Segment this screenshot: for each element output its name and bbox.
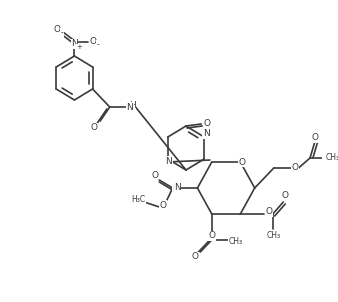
Text: O: O [54,25,61,34]
Text: -: - [61,28,64,37]
Text: H: H [129,101,136,110]
Text: N: N [174,184,181,192]
Text: O: O [291,163,298,172]
Text: O: O [160,201,167,210]
Text: H₃C: H₃C [131,194,145,204]
Text: +: + [76,44,82,50]
Text: O: O [311,133,318,143]
Text: O: O [91,124,98,133]
Text: N: N [165,156,172,165]
Text: CH₃: CH₃ [326,153,338,162]
Text: O: O [239,158,246,166]
Text: N: N [71,40,78,49]
Text: O: O [203,120,211,128]
Text: O: O [208,231,215,240]
Text: CH₃: CH₃ [267,231,281,240]
Text: CH₃: CH₃ [228,237,243,246]
Text: -: - [97,40,100,50]
Text: O: O [282,191,289,201]
Text: O: O [191,252,198,262]
Text: N: N [126,102,133,111]
Text: O: O [265,207,272,217]
Text: N: N [203,130,210,139]
Text: O: O [151,171,158,179]
Text: H: H [172,185,179,194]
Text: O: O [90,37,97,47]
